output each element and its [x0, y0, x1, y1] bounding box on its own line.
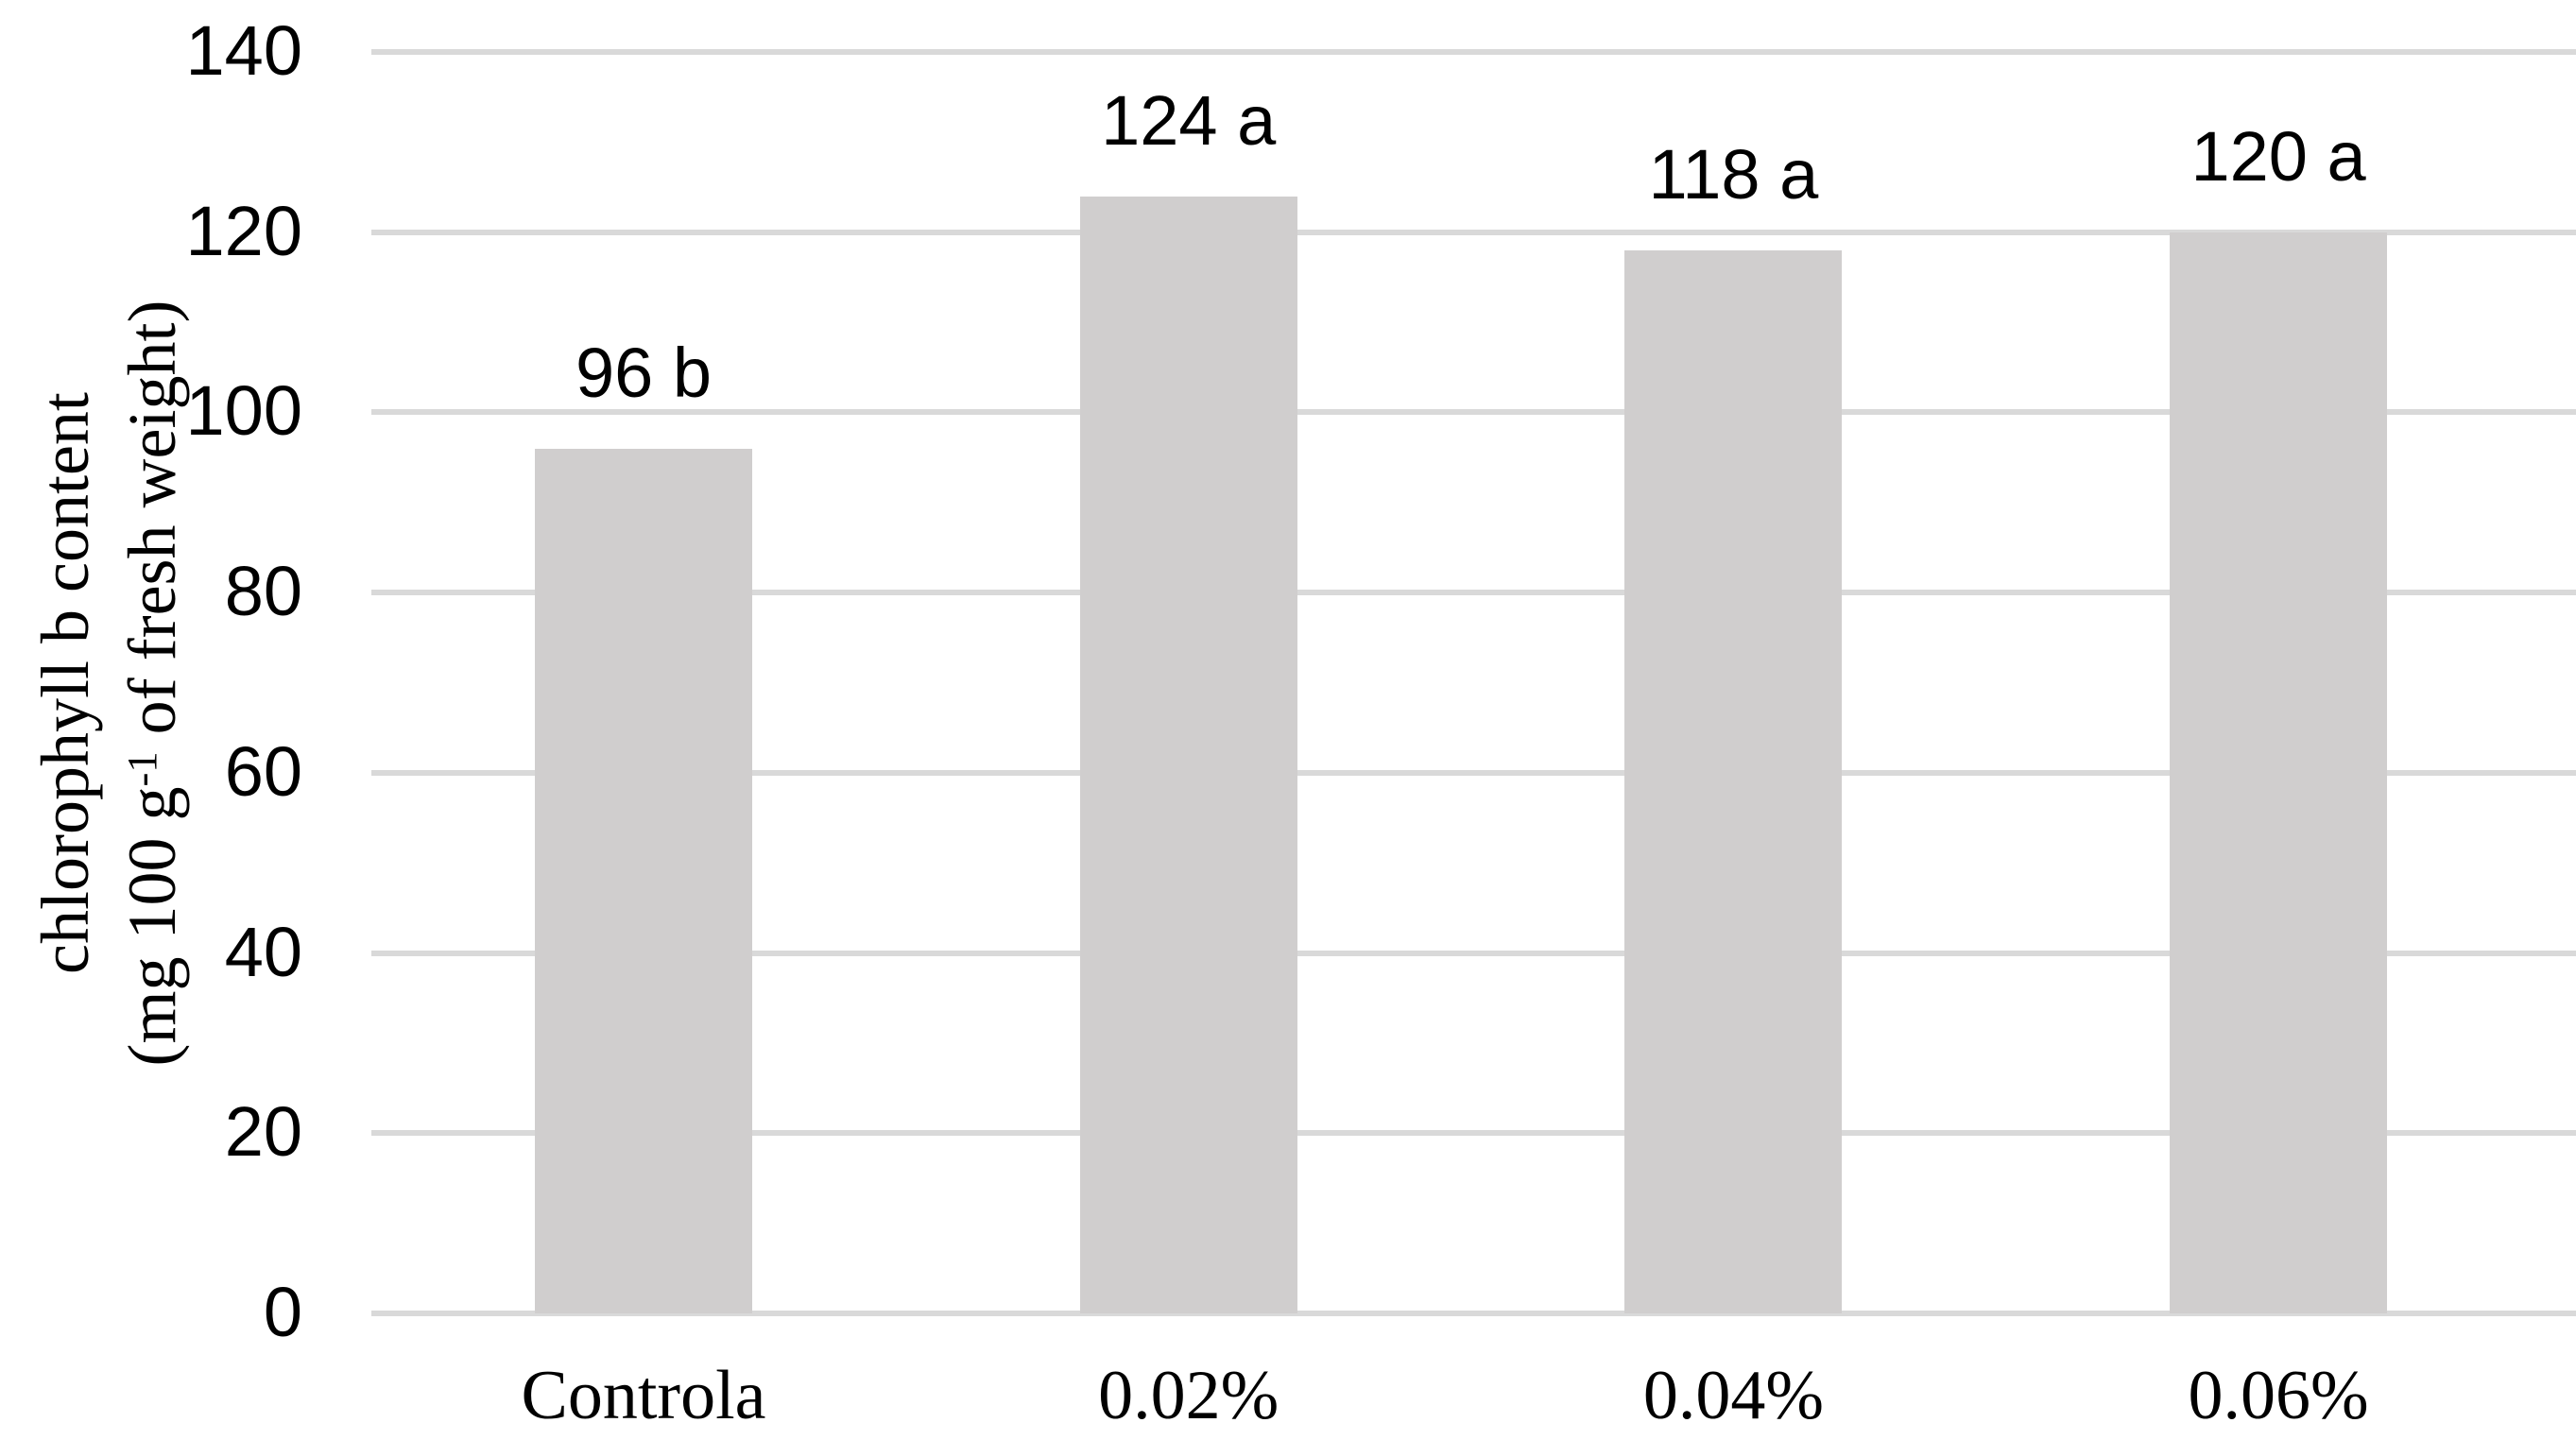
bar-0.02% — [1079, 196, 1297, 1313]
bar-value-label: 118 a — [1648, 134, 1819, 214]
gridline — [371, 590, 2576, 596]
x-category-label: Controla — [521, 1357, 766, 1434]
bar-value-label: 120 a — [2190, 116, 2366, 196]
y-tick-label: 100 — [185, 371, 302, 451]
gridline — [371, 409, 2576, 416]
y-tick-label: 40 — [224, 912, 302, 991]
y-tick-label: 80 — [224, 552, 302, 631]
gridline — [371, 769, 2576, 776]
x-category-label: 0.04% — [1642, 1357, 1824, 1434]
y-tick-label: 120 — [185, 191, 302, 270]
y-tick-label: 60 — [224, 731, 302, 811]
bar-value-label: 124 a — [1101, 80, 1277, 160]
bar-0.06% — [2170, 231, 2388, 1313]
gridline — [371, 950, 2576, 956]
x-category-label: 0.06% — [2188, 1357, 2369, 1434]
x-axis-line — [371, 1311, 2576, 1316]
gridline — [371, 49, 2576, 55]
y-tick-label: 20 — [224, 1092, 302, 1172]
y-tick-label: 140 — [185, 11, 302, 90]
bar-Controla — [535, 448, 752, 1313]
gridline — [371, 229, 2576, 235]
bar-0.04% — [1624, 249, 1843, 1313]
bar-value-label: 96 b — [575, 333, 713, 412]
gridline — [371, 1130, 2576, 1137]
y-tick-label: 0 — [263, 1273, 302, 1351]
x-category-label: 0.02% — [1098, 1357, 1279, 1434]
